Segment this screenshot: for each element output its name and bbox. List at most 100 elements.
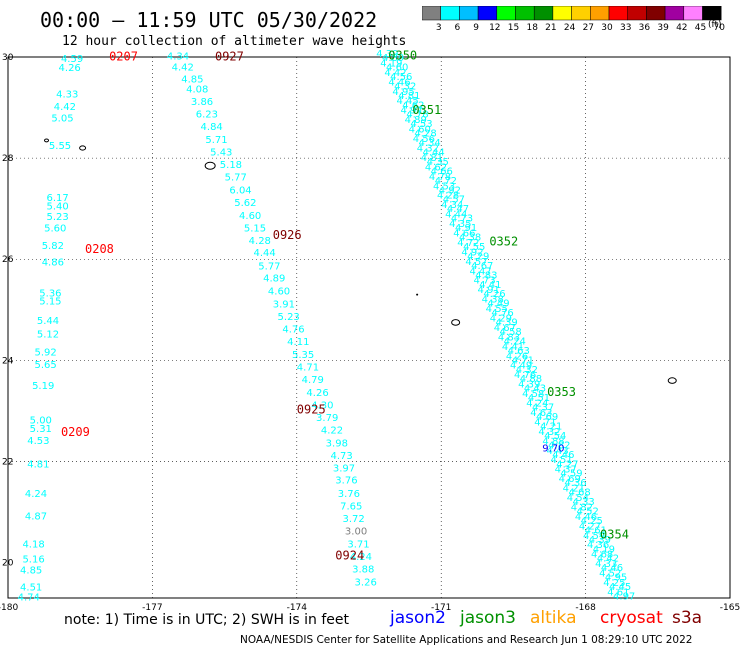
track-wave-height: 4.42: [597, 554, 619, 565]
colorbar-label: 33: [620, 23, 631, 33]
track-wave-height: 5.23: [47, 212, 69, 223]
track-wave-height: 4.51: [20, 582, 42, 593]
colorbar-label: 6: [455, 23, 461, 33]
y-tick-label: 24: [2, 356, 14, 366]
track-wave-height: 5.18: [220, 160, 242, 171]
track-wave-height: 4.58: [522, 389, 544, 400]
track-wave-height: 3.71: [347, 539, 369, 550]
track-wave-height: 4.49: [510, 361, 532, 372]
island-outline: [451, 319, 461, 326]
track-wave-height: 5.15: [39, 297, 61, 308]
track-wave-height: 4.53: [433, 181, 455, 192]
track-wave-height: 4.22: [321, 426, 343, 437]
track-wave-height: 5.05: [51, 114, 73, 125]
pass-time-label: 0353: [547, 385, 576, 399]
track-wave-height: 3.97: [333, 464, 355, 475]
track-wave-height: 5.82: [42, 241, 64, 252]
colorbar-label: 30: [601, 23, 613, 33]
track-wave-height: 4.24: [350, 552, 372, 563]
track-wave-height: 5.60: [44, 223, 66, 234]
track-wave-height: 4.78: [406, 110, 428, 121]
track-wave-height: 4.95: [605, 573, 627, 584]
track-wave-height: 4.19: [593, 544, 615, 555]
track-wave-height: 4.37: [532, 403, 554, 414]
track-wave-height: 4.72: [435, 176, 457, 187]
track-wave-height: 4.73: [330, 451, 352, 462]
track-wave-height: 4.71: [297, 362, 319, 373]
track-wave-height: 5.40: [47, 202, 69, 213]
track-wave-height: 4.91: [478, 285, 500, 296]
track-wave-height: 4.37: [555, 465, 577, 476]
track-wave-height: 4.39: [495, 318, 517, 329]
footer-note: note: 1) Time is in UTC; 2) SWH is in fe…: [64, 612, 350, 628]
track-wave-height: 4.51: [551, 455, 573, 466]
track-wave-height: 3.76: [338, 489, 360, 500]
y-tick-label: 20: [2, 559, 14, 569]
track-wave-height: 4.58: [500, 327, 522, 338]
track-wave-height: 4.54: [544, 431, 566, 442]
island-outline: [667, 377, 677, 384]
track-wave-height: 4.26: [59, 63, 81, 74]
track-wave-height: 4.59: [583, 531, 605, 542]
track-wave-height: 4.57: [443, 195, 465, 206]
track-wave-height: 4.33: [56, 89, 78, 100]
track-wave-height: 4.62: [402, 100, 424, 111]
track-wave-height: 4.41: [502, 342, 524, 353]
track-wave-height: 4.60: [386, 62, 408, 73]
track-wave-height: 4.89: [263, 273, 285, 284]
track-wave-height: 4.26: [506, 351, 528, 362]
track-wave-height: 4.29: [467, 251, 489, 262]
track-wave-height: 4.53: [410, 119, 432, 130]
track-wave-height: 4.87: [25, 512, 47, 523]
track-wave-height: 4.95: [392, 87, 414, 98]
track-wave-height: 5.77: [258, 261, 280, 272]
track-wave-height: 4.62: [425, 162, 447, 173]
track-wave-height: 4.68: [568, 488, 590, 499]
track-wave-height: 4.71: [512, 355, 534, 366]
track-wave-height: 4.53: [27, 436, 49, 447]
track-wave-height: 4.55: [486, 304, 508, 315]
track-wave-height: 4.54: [567, 493, 589, 504]
track-wave-height: 4.39: [518, 380, 540, 391]
track-wave-height: 4.74: [18, 593, 40, 604]
track-wave-height: 4.71: [534, 417, 556, 428]
track-wave-height: 4.34: [167, 52, 189, 63]
track-wave-height: 3.26: [355, 577, 377, 588]
track-wave-height: 4.32: [417, 143, 439, 154]
track-wave-height: 4.24: [504, 336, 526, 347]
track-wave-height: 4.76: [514, 370, 536, 381]
satellite-legend-jason3: jason3: [460, 608, 516, 628]
x-tick-label: -168: [575, 603, 596, 613]
track-wave-height: 4.46: [388, 77, 410, 88]
track-wave-height: 4.83: [498, 332, 520, 343]
track-wave-height: 4.11: [287, 337, 309, 348]
track-wave-height: 3.88: [352, 565, 374, 576]
track-wave-height: 4.35: [427, 157, 449, 168]
track-wave-height: 4.81: [398, 91, 420, 102]
track-wave-height: 3.79: [316, 413, 338, 424]
satellite-legend-cryosat: cryosat: [600, 608, 663, 628]
colorbar-label: 3: [436, 23, 442, 33]
pass-time-label: 0926: [273, 228, 302, 242]
track-wave-height: 4.83: [475, 270, 497, 281]
map-frame: [7, 56, 731, 599]
colorbar-label: 24: [564, 23, 576, 33]
track-wave-height: 4.44: [423, 148, 445, 159]
track-wave-height: 5.16: [22, 555, 44, 566]
track-wave-height: 4.33: [595, 559, 617, 570]
track-wave-height: 4.69: [536, 412, 558, 423]
track-wave-height: 4.43: [524, 384, 546, 395]
colorbar-label: 15: [508, 23, 519, 33]
track-wave-height: 3.00: [345, 526, 367, 537]
credit-line: NOAA/NESDIS Center for Satellite Applica…: [240, 634, 693, 646]
colorbar-label: 21: [545, 23, 556, 33]
track-wave-height: 3.86: [191, 97, 213, 108]
track-wave-height: 4.41: [479, 280, 501, 291]
track-wave-height: 4.42: [54, 102, 76, 113]
track-wave-height: 4.28: [414, 129, 436, 140]
track-wave-height: 4.91: [455, 223, 477, 234]
track-wave-height: 5.19: [32, 381, 54, 392]
track-wave-height: 3.91: [273, 299, 295, 310]
track-wave-height: 4.18: [22, 539, 44, 550]
track-wave-height: 4.92: [439, 185, 461, 196]
